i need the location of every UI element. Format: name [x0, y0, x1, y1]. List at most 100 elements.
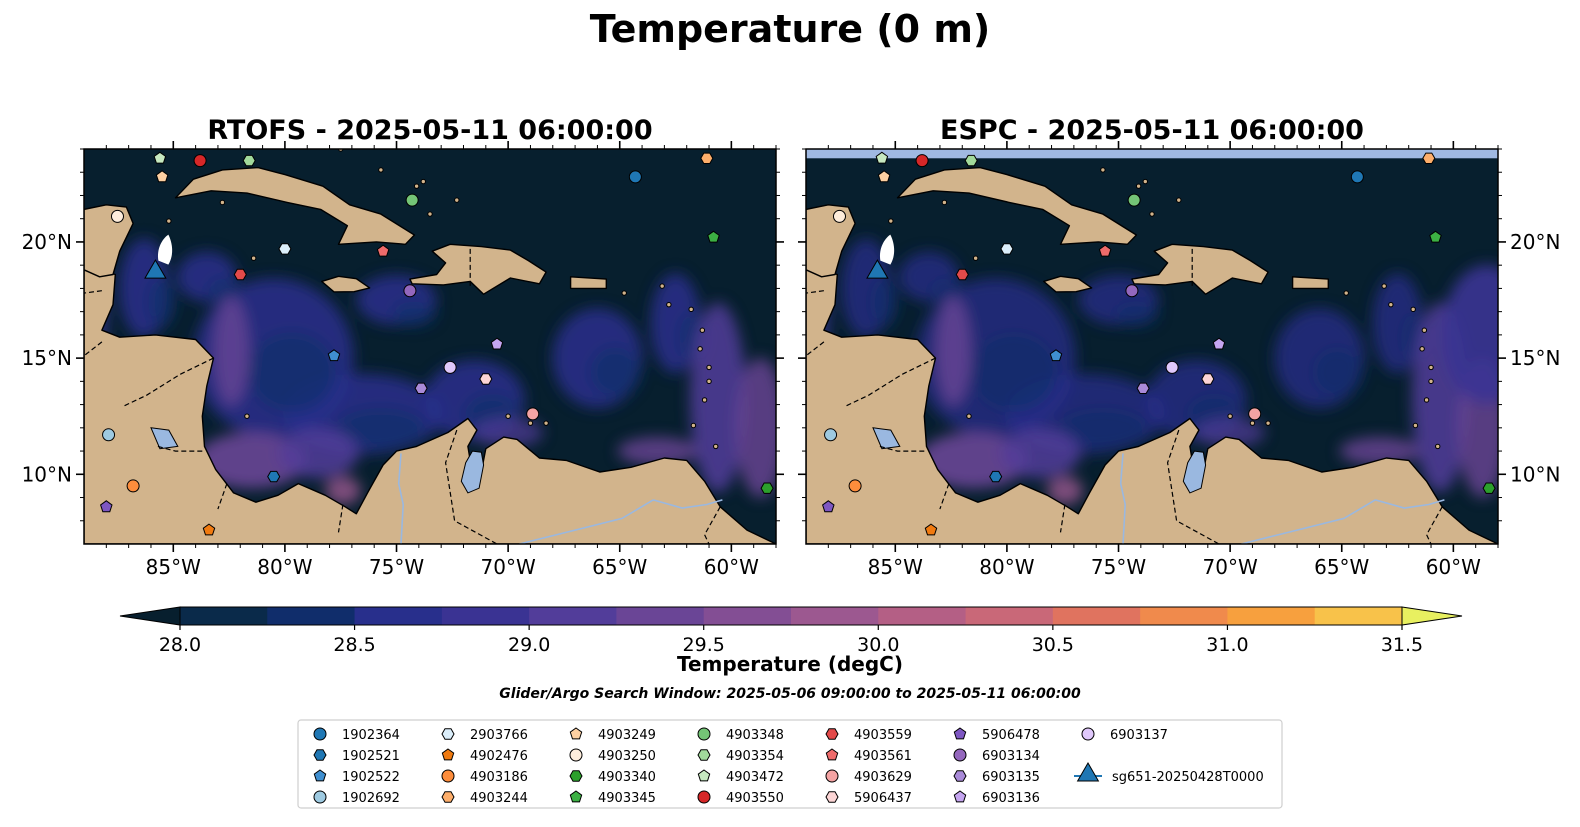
- obs-marker: [144, 259, 167, 279]
- legend-swatch: [441, 728, 455, 740]
- legend-item: 6903135: [953, 770, 1040, 785]
- small-island: [250, 255, 257, 261]
- small-island: [1135, 183, 1142, 189]
- obs-marker: [110, 209, 124, 223]
- legend-label: 6903135: [982, 770, 1040, 785]
- colorbar-tick-label: 28.0: [159, 634, 201, 656]
- colorbar-tick-label: 31.5: [1381, 634, 1423, 656]
- obs-marker: [1125, 284, 1139, 298]
- country-border: [1166, 429, 1220, 544]
- legend-swatch: [313, 727, 327, 741]
- country-border: [84, 341, 103, 357]
- obs-marker: [707, 230, 720, 243]
- legend-item: 4903244: [441, 791, 528, 806]
- river: [1241, 499, 1376, 544]
- legend-item: 4903340: [569, 770, 656, 785]
- lake-nicaragua: [872, 427, 901, 450]
- small-island: [941, 199, 948, 206]
- obs-marker: [100, 500, 113, 513]
- no-data-gap: [157, 234, 173, 265]
- land-centralAmerica: [84, 264, 776, 544]
- legend-item: 4903345: [569, 790, 656, 806]
- legend-label: 4903629: [854, 770, 912, 785]
- x-tick-label: 75°W: [1091, 555, 1146, 579]
- x-tick-label: 80°W: [257, 555, 312, 579]
- obs-marker: [1000, 243, 1014, 255]
- legend-item: 6903137: [1081, 727, 1168, 743]
- country-border: [217, 483, 228, 510]
- colorbar-extend-low: [119, 606, 181, 626]
- legend: 1902364 1902521 1902522 1902692 2903766 49024…: [297, 719, 1283, 809]
- panel-title-espc: ESPC - 2025-05-11 06:00:00: [940, 115, 1364, 146]
- small-island: [1381, 283, 1387, 289]
- obs-marker: [193, 154, 207, 168]
- map-ticks: [76, 141, 784, 552]
- legend-swatch: [569, 727, 583, 740]
- legend-swatch: [825, 769, 839, 783]
- legend-swatch: [441, 791, 455, 803]
- colorbar-extend-high: [1401, 606, 1463, 626]
- colorbar-tick-label: 30.0: [857, 634, 899, 656]
- obs-marker: [102, 428, 116, 442]
- land-cuba: [174, 166, 416, 245]
- colorbar-segment: [878, 607, 967, 625]
- legend-item: 6903136: [953, 790, 1040, 806]
- legend-item: 4903561: [825, 748, 912, 764]
- small-island: [888, 218, 894, 224]
- small-island: [701, 397, 708, 403]
- small-island: [420, 178, 427, 185]
- obs-marker: [405, 193, 419, 207]
- obs-marker: [989, 470, 1003, 483]
- x-tick-label: 85°W: [146, 555, 201, 579]
- colorbar-segment: [616, 607, 705, 625]
- colorbar-segment: [529, 607, 617, 625]
- obs-marker: [1482, 482, 1496, 494]
- small-island: [713, 443, 719, 450]
- map-panel-rtofs: 85°W 80°W 75°W 70°W 65°W 60°W 10°N 15°N 20°N: [22, 141, 784, 579]
- colorbar-frame: [179, 606, 1403, 626]
- obs-marker: [1165, 360, 1179, 374]
- legend-swatch: [697, 727, 711, 741]
- obs-marker: [866, 259, 889, 279]
- small-island: [166, 218, 172, 224]
- legend-swatch: [697, 790, 711, 804]
- obs-marker: [832, 209, 846, 223]
- legend-item: 1902522: [313, 769, 400, 785]
- figure-suptitle: Temperature (0 m): [590, 7, 991, 51]
- legend-label: 2903766: [470, 728, 528, 743]
- obs-marker: [822, 500, 835, 513]
- x-tick-label: 65°W: [1314, 555, 1369, 579]
- small-island: [244, 413, 250, 419]
- legend-label: 4903186: [470, 770, 528, 785]
- map-frame: [805, 148, 1499, 545]
- map-ticks: [798, 141, 1506, 552]
- y-tick-label: 10°N: [1510, 462, 1560, 486]
- colorbar-segment: [1140, 607, 1228, 625]
- lake-nicaragua: [150, 427, 179, 450]
- small-island: [699, 327, 706, 333]
- obs-marker: [628, 170, 642, 184]
- legend-label: 4903550: [726, 791, 784, 806]
- obs-marker: [126, 479, 140, 493]
- small-island: [505, 413, 511, 419]
- land-jamaica: [321, 275, 371, 293]
- legend-item: 4902476: [441, 748, 528, 764]
- small-island: [1428, 378, 1434, 385]
- obs-marker: [1127, 193, 1141, 207]
- small-island: [1419, 346, 1425, 352]
- y-tick-label: 15°N: [22, 346, 72, 370]
- small-island: [666, 301, 672, 308]
- legend-item: 4903186: [441, 769, 528, 785]
- x-tick-label: 60°W: [1426, 555, 1481, 579]
- search-window-caption: Glider/Argo Search Window: 2025-05-06 09…: [499, 686, 1081, 702]
- legend-item: 5906437: [825, 791, 912, 806]
- legend-label: 4903244: [470, 791, 528, 806]
- colorbar-segment: [441, 607, 530, 625]
- legend-swatch: [569, 790, 583, 803]
- small-island: [706, 364, 712, 371]
- country-border: [157, 445, 203, 452]
- obs-marker: [202, 523, 216, 536]
- country-border: [337, 504, 344, 533]
- country-border: [939, 483, 950, 510]
- obs-marker: [1212, 337, 1226, 350]
